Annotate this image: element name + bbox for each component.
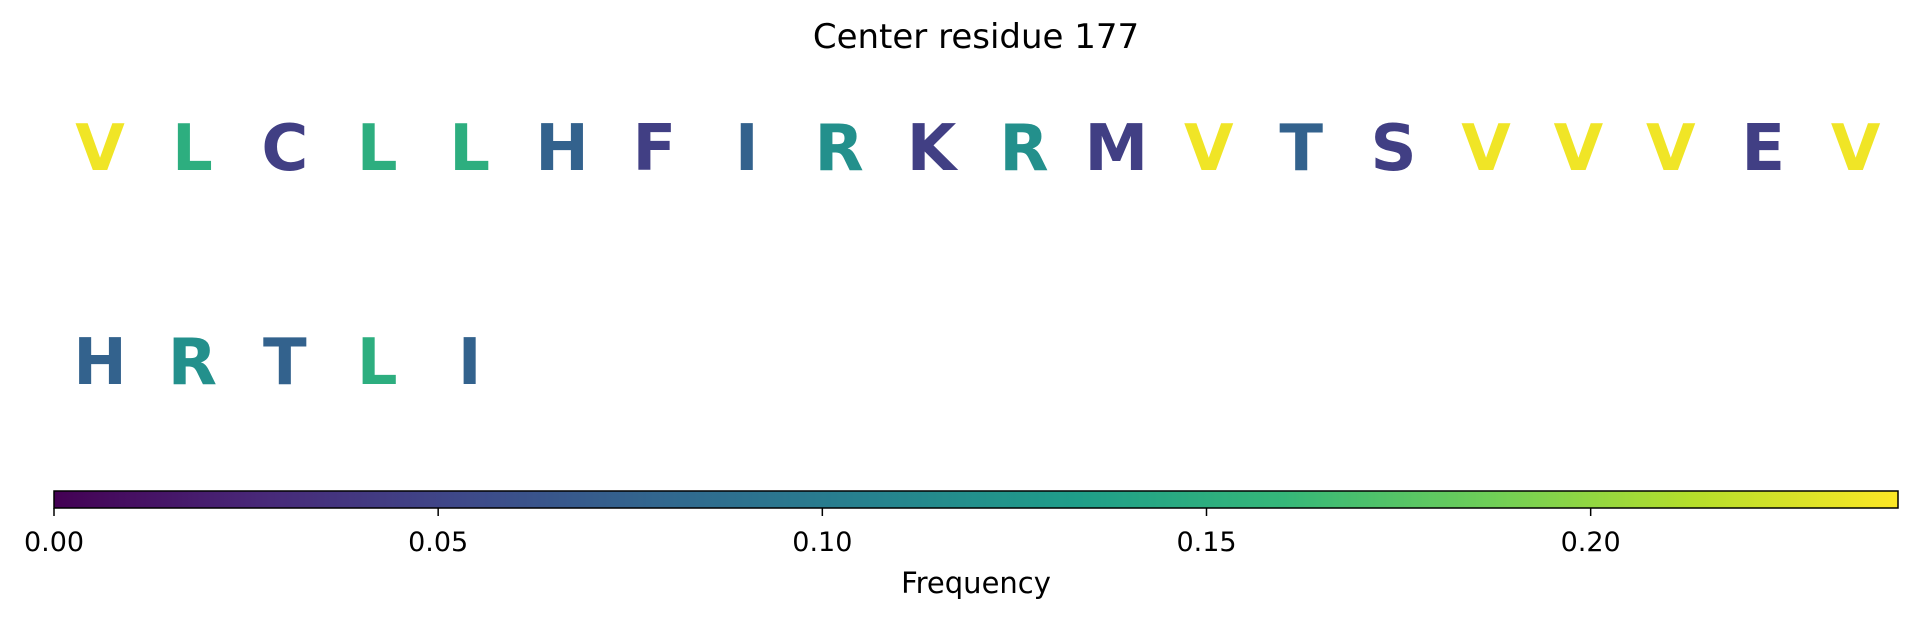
residue-letter: F [633, 112, 677, 186]
residue-letter: R [168, 326, 217, 400]
colorbar-tick-label: 0.20 [1561, 527, 1621, 558]
residue-letter: V [1461, 112, 1511, 186]
residue-letter: S [1371, 112, 1417, 186]
residue-letter: L [357, 112, 398, 186]
residue-letter: T [1279, 112, 1323, 186]
residue-letter: H [535, 112, 589, 186]
residue-letter: V [1646, 112, 1696, 186]
colorbar-ticks: 0.00 0.05 0.10 0.15 0.20 [24, 508, 1621, 558]
colorbar-tick-label: 0.05 [408, 527, 468, 558]
residue-letter: E [1741, 112, 1785, 186]
residue-letter: V [75, 112, 125, 186]
residue-letter: V [1554, 112, 1604, 186]
colorbar-tick-label: 0.10 [792, 527, 852, 558]
residue-letter: I [735, 112, 759, 186]
residue-letter: R [999, 112, 1048, 186]
residue-letter: L [172, 112, 213, 186]
residue-letter: M [1085, 112, 1149, 186]
chart-title: Center residue 177 [813, 17, 1139, 57]
colorbar-label: Frequency [901, 566, 1051, 600]
residue-letter: C [261, 112, 308, 186]
colorbar-tick-label: 0.15 [1176, 527, 1236, 558]
residue-letter: R [815, 112, 864, 186]
residue-grid: V L C L L H F I R K R M V T S V V V E VH R T L I [73, 112, 1881, 400]
residue-letter: L [449, 112, 490, 186]
residue-letter: V [1831, 112, 1881, 186]
residue-letter: L [357, 326, 398, 400]
colorbar-tick-label: 0.00 [24, 527, 84, 558]
residue-letter: H [73, 326, 127, 400]
colorbar [53, 490, 1899, 509]
residue-letter: T [263, 326, 307, 400]
residue-letter: K [907, 112, 959, 186]
residue-letter: V [1184, 112, 1234, 186]
residue-letter: I [458, 326, 482, 400]
